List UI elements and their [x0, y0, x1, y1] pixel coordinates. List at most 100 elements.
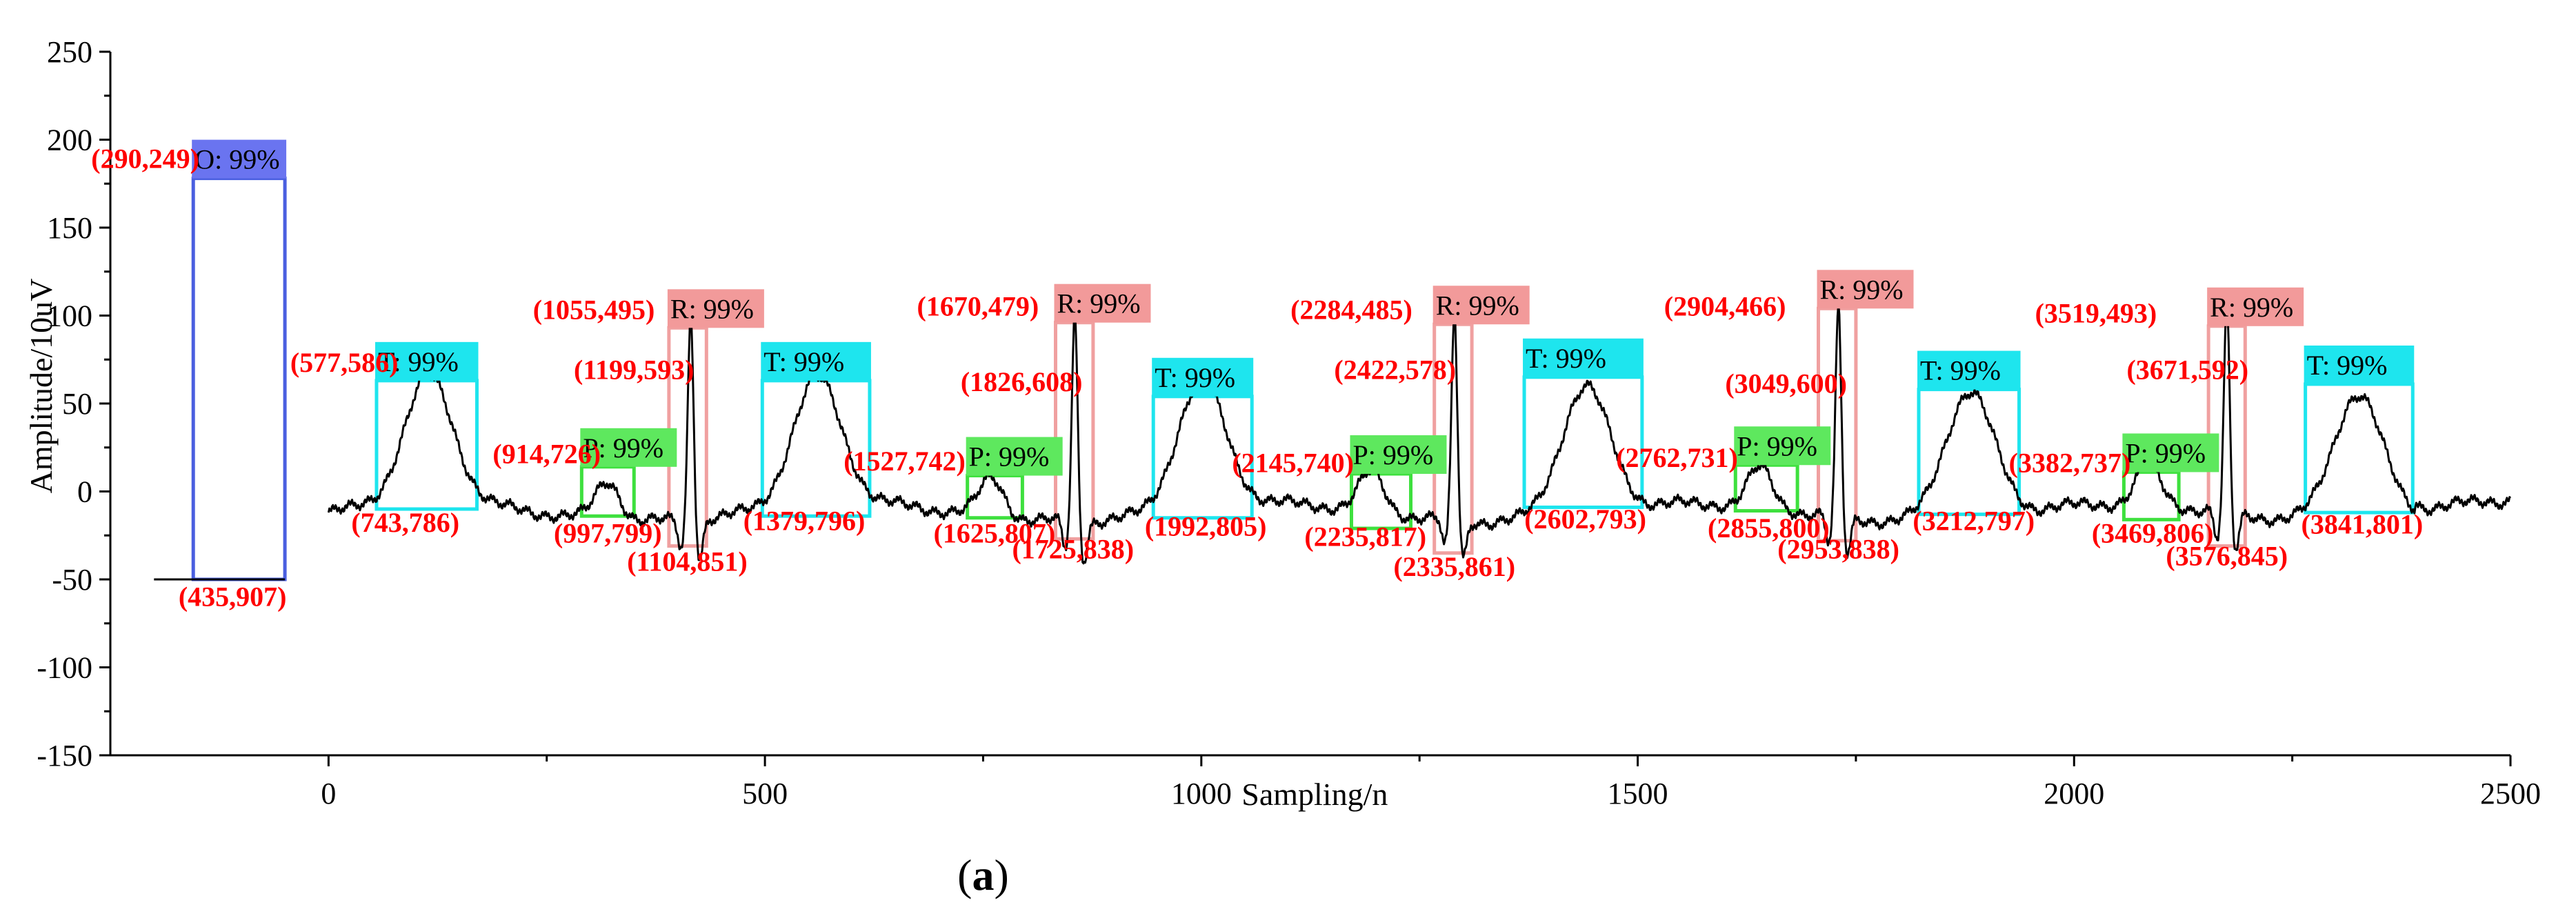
coordinate-annotation: (2855,800) — [1708, 512, 1830, 544]
coordinate-annotation: (3469,806) — [2092, 517, 2214, 548]
coordinate-annotation: (1379,796) — [743, 506, 866, 537]
y-tick-label: 50 — [62, 387, 92, 421]
tag-bg-r — [2207, 287, 2304, 326]
caption-close-paren: ) — [994, 850, 1008, 899]
coordinate-annotation: (2953,838) — [1777, 533, 1899, 564]
coordinate-annotation: (2602,793) — [1524, 504, 1646, 535]
coordinate-annotation: (3212,797) — [1913, 506, 2035, 537]
coordinate-annotation: (2235,817) — [1304, 521, 1426, 552]
x-tick-label: 2000 — [2044, 777, 2104, 810]
y-axis-title: Amplitude/10uV — [23, 279, 59, 494]
box-o — [191, 177, 287, 581]
coordinate-annotation: (1992,805) — [1145, 510, 1267, 541]
caption-letter: a — [972, 850, 994, 899]
coordinate-annotation: (2284,485) — [1290, 295, 1412, 326]
y-tick-label: -50 — [52, 563, 92, 597]
tag-bg-r — [1432, 286, 1530, 325]
coordinate-annotation: (914,726) — [492, 439, 601, 470]
tag-bg-t — [1152, 357, 1254, 397]
coordinate-annotation: (3519,493) — [2035, 298, 2157, 329]
coordinate-annotation: (435,907) — [179, 581, 287, 612]
y-tick-label: 250 — [47, 35, 92, 69]
coordinate-annotations: (290,249) (435,907) (577,586) (743,786) (914… — [91, 143, 2423, 612]
coordinate-annotation: (577,586) — [290, 347, 399, 378]
coordinate-annotation: (1055,495) — [533, 295, 655, 326]
y-tick-label: 150 — [47, 211, 92, 245]
tag-label-t: T: 99% — [1920, 355, 2001, 386]
tag-bg-r — [1817, 270, 1914, 309]
box-t — [1917, 388, 2021, 517]
y-tick-label: 0 — [77, 475, 92, 509]
coordinate-annotation: (1104,851) — [627, 546, 747, 577]
tag-bg-r — [667, 289, 764, 328]
coordinate-annotation: (3382,737) — [2009, 447, 2131, 478]
coordinate-annotation: (2335,861) — [1393, 551, 1515, 582]
coordinate-annotation: (1199,593) — [574, 354, 694, 385]
tag-bg-t — [2304, 345, 2415, 384]
tag-label-r: R: 99% — [2210, 292, 2293, 323]
tag-label-p: P: 99% — [583, 432, 663, 464]
y-tick-label: -100 — [37, 651, 92, 685]
coordinate-annotation: (997,799) — [554, 517, 662, 548]
tag-bg-t — [1917, 350, 2021, 390]
x-tick-label: 2500 — [2480, 777, 2541, 810]
coordinate-annotation: (1826,608) — [961, 366, 1083, 397]
coordinate-annotation: (3841,801) — [2302, 509, 2424, 540]
tag-label-p: P: 99% — [1737, 430, 1817, 461]
y-tick-label: 200 — [47, 123, 92, 157]
tag-bg-p — [2122, 433, 2219, 472]
x-axis-title: Sampling/n — [1241, 777, 1388, 812]
coordinate-annotation: (743,786) — [351, 507, 459, 538]
detection-boxes — [191, 177, 2415, 581]
box-t — [375, 379, 479, 511]
tag-label-r: R: 99% — [1819, 274, 1903, 305]
tag-label-t: T: 99% — [763, 346, 844, 377]
coordinate-annotation: (2762,731) — [1616, 442, 1738, 473]
x-tick-label: 500 — [742, 777, 788, 810]
tag-bg-p — [1734, 426, 1831, 466]
tick-marks — [99, 50, 2512, 766]
tag-bg-t — [375, 341, 479, 381]
tag-bg-t — [761, 341, 871, 381]
y-tick-label: -150 — [37, 739, 92, 773]
tag-bg-r — [1054, 283, 1151, 323]
tag-label-p: P: 99% — [969, 441, 1050, 472]
tag-bg-o — [192, 139, 287, 179]
coordinate-annotation: (2422,578) — [1334, 354, 1456, 385]
coordinate-annotation: (1725,838) — [1012, 533, 1134, 564]
tag-bg-t — [1523, 338, 1644, 377]
figure-caption: (a) — [957, 850, 1009, 899]
tag-label-t: T: 99% — [1526, 343, 1606, 374]
tag-label-r: R: 99% — [1436, 290, 1519, 321]
x-tick-label: 1500 — [1608, 777, 1668, 810]
axes — [109, 52, 2510, 757]
box-t — [2304, 382, 2415, 515]
y-tick-label: 100 — [47, 299, 92, 333]
coordinate-annotation: (290,249) — [91, 143, 199, 174]
caption-open-paren: ( — [957, 850, 972, 899]
coordinate-annotation: (3049,600) — [1725, 368, 1847, 399]
tag-label-o: O: 99% — [194, 144, 279, 175]
coordinate-annotation: (1670,479) — [917, 291, 1039, 322]
x-tick-label: 0 — [321, 777, 336, 810]
tag-label-t: T: 99% — [1155, 362, 1235, 393]
tag-label-t: T: 99% — [378, 346, 459, 377]
box-class-tags: O: 99%T: 99%P: 99%R: 99%T: 99%P: 99%R: 9… — [192, 139, 2415, 476]
tag-label-r: R: 99% — [670, 293, 754, 324]
tag-bg-p — [966, 437, 1063, 476]
tag-bg-p — [580, 428, 677, 467]
coordinate-annotation: (2145,740) — [1232, 447, 1354, 478]
coordinate-annotation: (3671,592) — [2126, 354, 2248, 385]
coordinate-annotation: (2904,466) — [1664, 291, 1786, 322]
coordinate-annotation: (3576,845) — [2166, 541, 2288, 572]
tag-label-t: T: 99% — [2307, 350, 2388, 381]
box-r — [1053, 321, 1095, 541]
coordinate-annotation: (1527,742) — [843, 446, 966, 477]
x-tick-label: 1000 — [1171, 777, 1232, 810]
tag-label-p: P: 99% — [2125, 437, 2206, 468]
tag-label-p: P: 99% — [1352, 439, 1433, 470]
tag-bg-p — [1350, 435, 1447, 474]
tag-label-r: R: 99% — [1057, 288, 1140, 319]
